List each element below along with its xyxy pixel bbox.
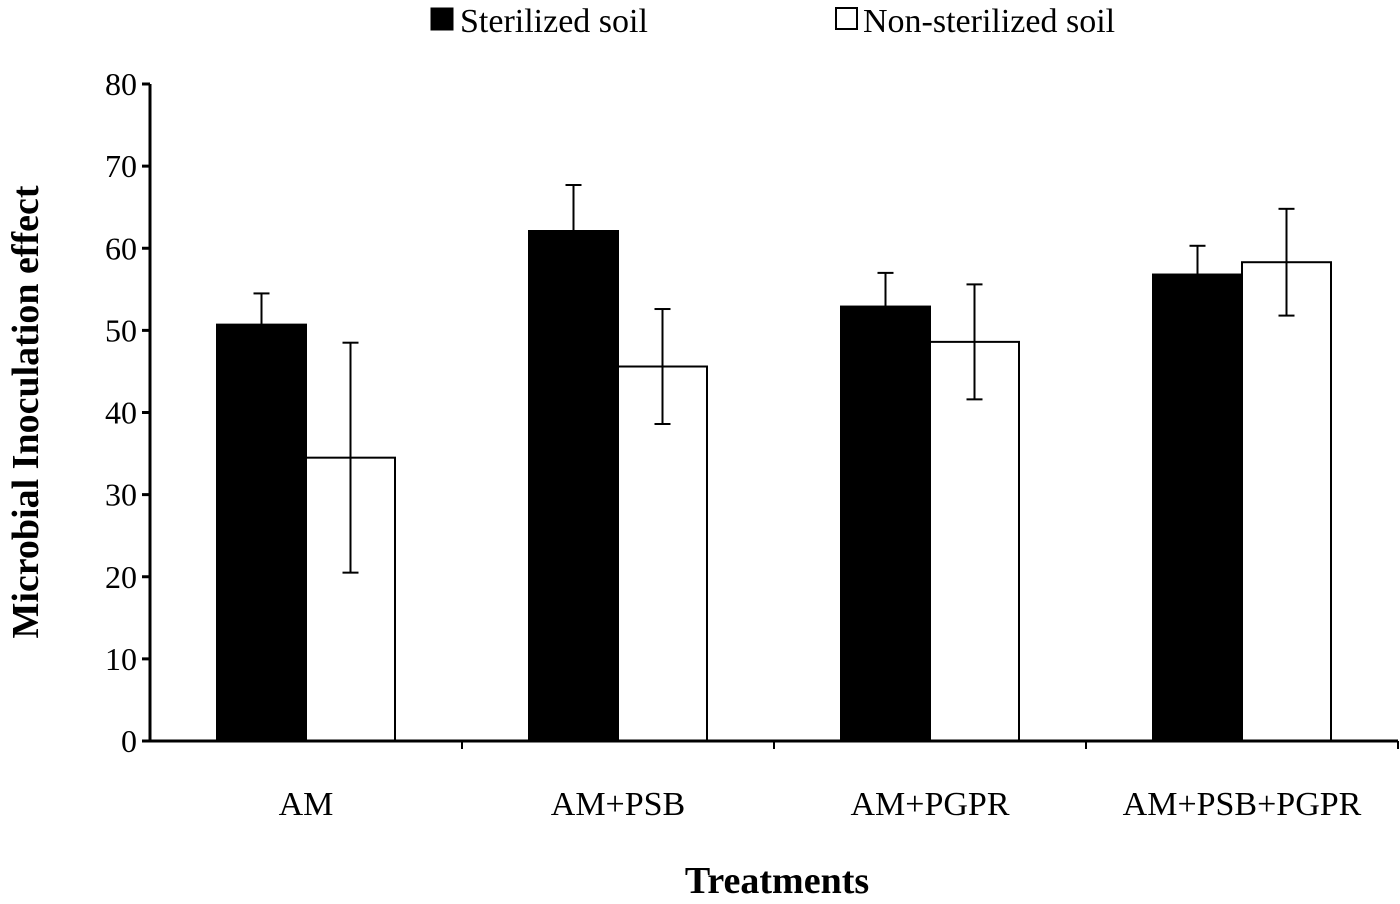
x-axis-label: Treatments <box>685 860 869 899</box>
y-axis-label: Microbial Inoculation effect <box>5 185 47 638</box>
y-tick-label: 30 <box>105 477 137 513</box>
y-tick-label: 80 <box>105 66 137 102</box>
bar-sterilized <box>1152 273 1243 742</box>
bar-sterilized <box>216 323 307 742</box>
legend: Sterilized soil Non-sterilized soil <box>430 3 1115 40</box>
y-tick-label: 50 <box>105 312 137 348</box>
bar-non-sterilized <box>1241 261 1332 742</box>
x-tick-label: AM+PSB <box>551 786 685 823</box>
bar-non-sterilized <box>929 340 1020 742</box>
bars <box>216 184 1332 742</box>
x-tick-label: AM+PGPR <box>850 786 1009 823</box>
bar-non-sterilized <box>617 365 708 742</box>
y-tick-label: 70 <box>105 148 137 184</box>
bar-sterilized <box>528 230 619 742</box>
x-tick-label: AM <box>279 786 334 823</box>
bar-sterilized <box>840 305 931 742</box>
legend-swatch-non-sterilized <box>835 7 858 30</box>
x-tick-label: AM+PSB+PGPR <box>1123 786 1362 823</box>
x-axis: AM AM+PSB AM+PGPR AM+PSB+PGPR <box>150 739 1399 823</box>
y-tick-label: 10 <box>105 641 137 677</box>
legend-label-non-sterilized: Non-sterilized soil <box>863 3 1115 40</box>
y-tick-label: 40 <box>105 395 137 431</box>
y-tick-label: 60 <box>105 230 137 266</box>
y-tick-label: 0 <box>121 723 137 759</box>
legend-swatch-sterilized <box>430 7 454 31</box>
y-tick-label: 20 <box>105 559 137 595</box>
legend-label-sterilized: Sterilized soil <box>460 3 648 40</box>
y-axis: 0 10 20 30 40 50 60 70 80 <box>105 66 152 759</box>
